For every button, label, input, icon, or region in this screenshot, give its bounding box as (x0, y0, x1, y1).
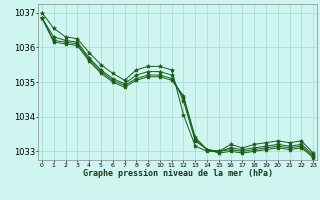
X-axis label: Graphe pression niveau de la mer (hPa): Graphe pression niveau de la mer (hPa) (83, 169, 273, 178)
